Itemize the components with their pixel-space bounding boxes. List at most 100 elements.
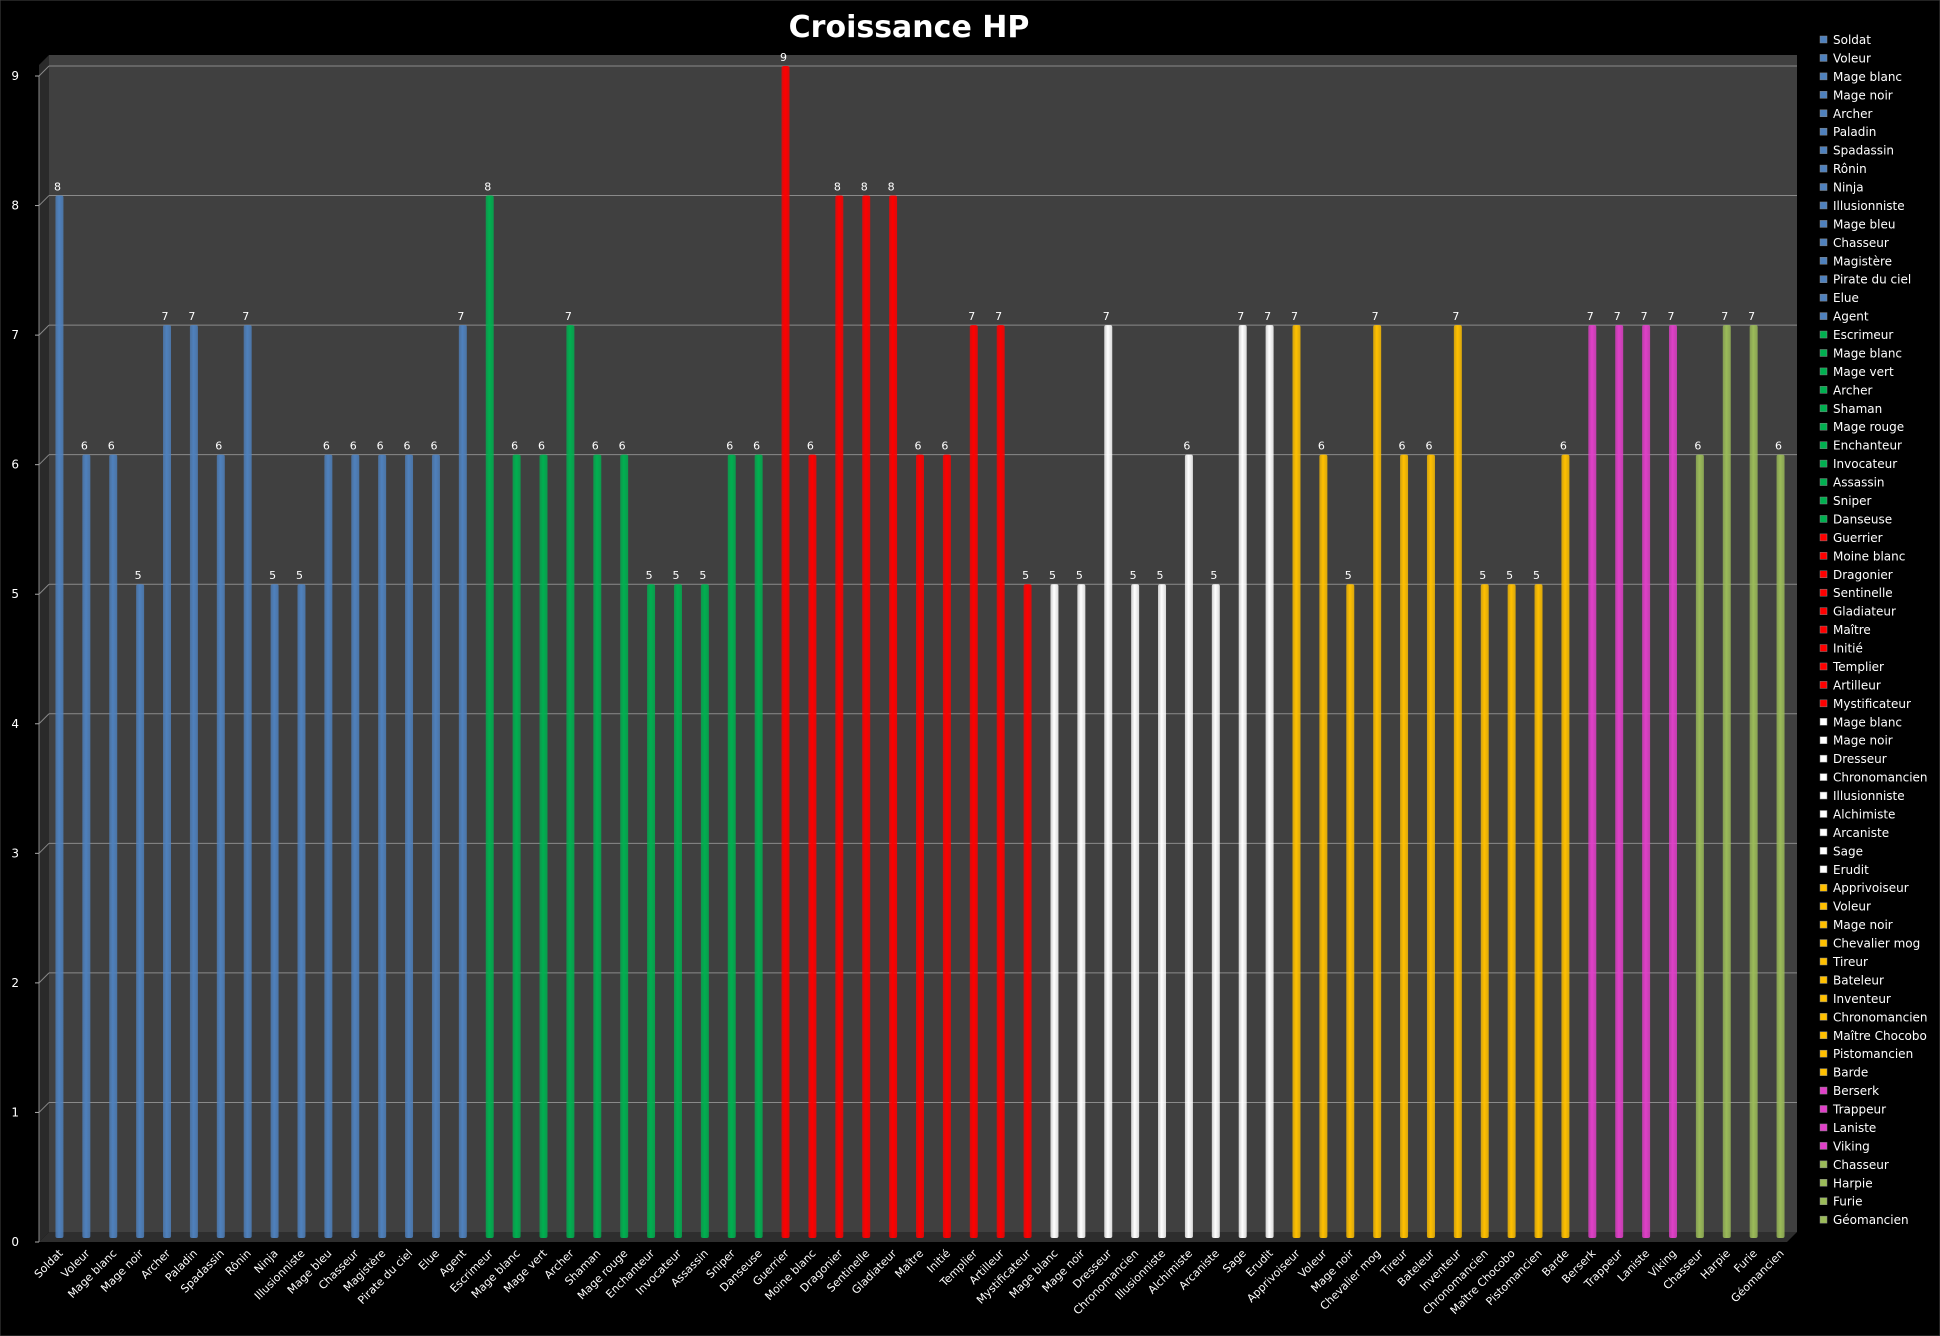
- legend-swatch: [1819, 1105, 1828, 1113]
- legend-swatch: [1819, 810, 1828, 818]
- bar-value-label: 6: [915, 440, 922, 453]
- bar-value-label: 6: [1560, 440, 1567, 453]
- legend-swatch: [1819, 1031, 1828, 1040]
- legend-label: Magistère: [1833, 254, 1892, 268]
- bar: [1534, 584, 1543, 1238]
- bar: [1346, 584, 1355, 1238]
- bar-value-label: 5: [1533, 569, 1540, 582]
- bar-value-label: 7: [565, 310, 572, 323]
- bar-value-label: 5: [1049, 569, 1056, 582]
- legend-label: Assassin: [1833, 476, 1885, 490]
- legend-label: Shaman: [1833, 402, 1882, 416]
- legend-label: Laniste: [1833, 1121, 1876, 1135]
- legend-swatch: [1819, 883, 1828, 892]
- bar: [458, 325, 467, 1239]
- bar-value-label: 8: [861, 181, 868, 194]
- bar: [700, 584, 709, 1238]
- bar-value-label: 7: [1667, 310, 1674, 323]
- bar: [297, 584, 306, 1238]
- legend-label: Géomancien: [1833, 1213, 1909, 1227]
- bar-value-label: 6: [350, 440, 357, 453]
- legend-swatch: [1819, 1086, 1828, 1095]
- legend-label: Mage noir: [1833, 734, 1893, 748]
- legend-label: Harpie: [1833, 1176, 1873, 1190]
- bar-value-label: 7: [1641, 310, 1648, 323]
- legend-label: Berserk: [1833, 1084, 1879, 1098]
- bar: [55, 195, 64, 1239]
- bar: [808, 454, 817, 1239]
- bar: [1373, 325, 1382, 1239]
- gridline-depth: [38, 972, 50, 984]
- bar: [889, 195, 898, 1239]
- legend-swatch: [1819, 386, 1828, 394]
- bar: [405, 454, 414, 1239]
- legend-swatch: [1819, 902, 1828, 910]
- y-tick-label: 5: [11, 587, 19, 601]
- legend-swatch: [1819, 754, 1828, 763]
- legend-label: Templier: [1832, 660, 1884, 674]
- bar: [324, 454, 333, 1239]
- legend-label: Mystificateur: [1833, 697, 1911, 711]
- bar: [862, 195, 871, 1239]
- legend-label: Pirate du ciel: [1833, 273, 1911, 287]
- bar-value-label: 5: [1157, 569, 1164, 582]
- bar-value-label: 5: [1022, 569, 1029, 582]
- bar-value-label: 7: [1103, 310, 1110, 323]
- bar-value-label: 5: [646, 569, 653, 582]
- bar-value-label: 7: [1291, 310, 1298, 323]
- bar: [727, 454, 736, 1239]
- legend-swatch: [1819, 146, 1828, 154]
- legend-swatch: [1819, 1179, 1828, 1187]
- legend-swatch: [1819, 570, 1828, 579]
- legend-label: Sniper: [1833, 494, 1872, 508]
- legend-swatch: [1819, 994, 1828, 1003]
- bar: [1077, 584, 1086, 1238]
- legend-swatch: [1819, 1197, 1828, 1205]
- gridline-depth: [38, 842, 50, 854]
- legend-swatch: [1819, 54, 1828, 62]
- bar-value-label: 5: [1210, 569, 1217, 582]
- legend-label: Mage rouge: [1833, 420, 1904, 434]
- bar: [1776, 454, 1785, 1239]
- legend-swatch: [1819, 183, 1828, 191]
- y-tick-label: 7: [11, 328, 19, 342]
- bar-value-label: 6: [1775, 440, 1782, 453]
- legend-swatch: [1819, 957, 1828, 966]
- bar-value-label: 6: [538, 440, 545, 453]
- plot-side-wall: [39, 55, 49, 1242]
- bar: [1211, 584, 1220, 1238]
- legend-label: Voleur: [1833, 900, 1871, 914]
- gridline-depth: [38, 713, 50, 725]
- bar: [1722, 325, 1731, 1239]
- bar-value-label: 5: [1076, 569, 1083, 582]
- bar: [136, 584, 145, 1238]
- bar: [485, 195, 494, 1239]
- bar-value-label: 6: [753, 440, 760, 453]
- bar-value-label: 6: [1399, 440, 1406, 453]
- legend-swatch: [1819, 367, 1828, 376]
- bar-value-label: 7: [995, 310, 1002, 323]
- legend-swatch: [1819, 976, 1828, 984]
- legend-label: Apprivoiseur: [1833, 881, 1909, 895]
- legend-swatch: [1819, 91, 1828, 99]
- gridline-depth: [38, 195, 50, 206]
- bar: [647, 584, 656, 1238]
- legend-label: Illusionniste: [1833, 789, 1905, 803]
- legend-label: Archer: [1833, 107, 1872, 121]
- bars: [55, 66, 1785, 1239]
- bar-value-label: 5: [672, 569, 679, 582]
- legend-swatch: [1819, 441, 1828, 449]
- legend-swatch: [1819, 1160, 1828, 1169]
- bar: [216, 454, 225, 1239]
- legend-label: Gladiateur: [1833, 605, 1896, 619]
- y-tick-label: 4: [11, 717, 19, 731]
- legend-label: Inventeur: [1833, 992, 1891, 1006]
- bar-value-label: 7: [1237, 310, 1244, 323]
- legend-swatch: [1819, 1142, 1828, 1150]
- legend-label: Agent: [1833, 310, 1869, 324]
- bar-value-label: 8: [484, 181, 491, 194]
- legend-swatch: [1819, 736, 1828, 744]
- legend-label: Chevalier mog: [1833, 937, 1920, 951]
- bar-value-label: 7: [242, 310, 249, 323]
